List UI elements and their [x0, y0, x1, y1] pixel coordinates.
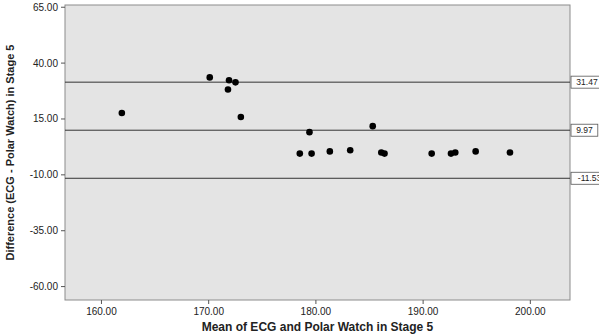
reference-label-box	[571, 124, 598, 136]
x-tick-label: 170.00	[193, 306, 224, 317]
point	[206, 74, 213, 81]
point	[226, 77, 233, 84]
point	[452, 149, 459, 156]
x-tick-label: 200.00	[515, 306, 546, 317]
reference-line	[65, 178, 570, 179]
reference-label-box	[571, 76, 599, 88]
reference-label: 31.47	[576, 77, 598, 87]
point	[327, 148, 334, 155]
y-tick-label: 40.00	[33, 58, 58, 69]
reference-label: 9.97	[576, 125, 593, 135]
y-tick	[61, 7, 65, 8]
point	[308, 150, 315, 157]
y-tick	[61, 230, 65, 231]
y-tick-label: -60.00	[30, 281, 59, 292]
y-tick-label: 15.00	[33, 113, 58, 124]
point	[381, 150, 388, 157]
x-tick	[101, 300, 102, 304]
y-axis-title: Difference (ECG - Polar Watch) in Stage …	[4, 45, 16, 261]
y-tick	[61, 118, 65, 119]
x-tick	[315, 300, 316, 304]
point	[232, 79, 239, 86]
reference-label-box	[571, 172, 599, 184]
x-tick	[530, 300, 531, 304]
reference-line	[65, 130, 570, 131]
point	[306, 129, 313, 136]
reference-line	[65, 82, 570, 83]
point	[507, 149, 514, 156]
point	[428, 150, 435, 157]
point	[472, 148, 479, 155]
plot-area	[65, 5, 570, 300]
y-tick	[61, 286, 65, 287]
y-tick-label: -35.00	[30, 225, 59, 236]
x-tick	[208, 300, 209, 304]
point	[347, 147, 354, 154]
y-tick-label: -10.00	[30, 169, 59, 180]
x-axis-title: Mean of ECG and Polar Watch in Stage 5	[202, 320, 434, 334]
chart: 65.00 40.00 15.00 -10.00 -35.00 -60.00 160.00 1…	[0, 0, 599, 335]
x-tick	[423, 300, 424, 304]
x-tick-label: 190.00	[408, 306, 439, 317]
point	[225, 86, 232, 93]
point	[238, 114, 245, 121]
point	[369, 123, 376, 130]
y-tick	[61, 174, 65, 175]
y-tick	[61, 63, 65, 64]
x-tick-label: 180.00	[301, 306, 332, 317]
y-tick-label: 65.00	[33, 2, 58, 13]
point	[119, 110, 126, 117]
reference-label: -11.53	[578, 173, 599, 183]
x-tick-label: 160.00	[86, 306, 117, 317]
point	[297, 150, 304, 157]
plot-marks	[65, 74, 570, 178]
